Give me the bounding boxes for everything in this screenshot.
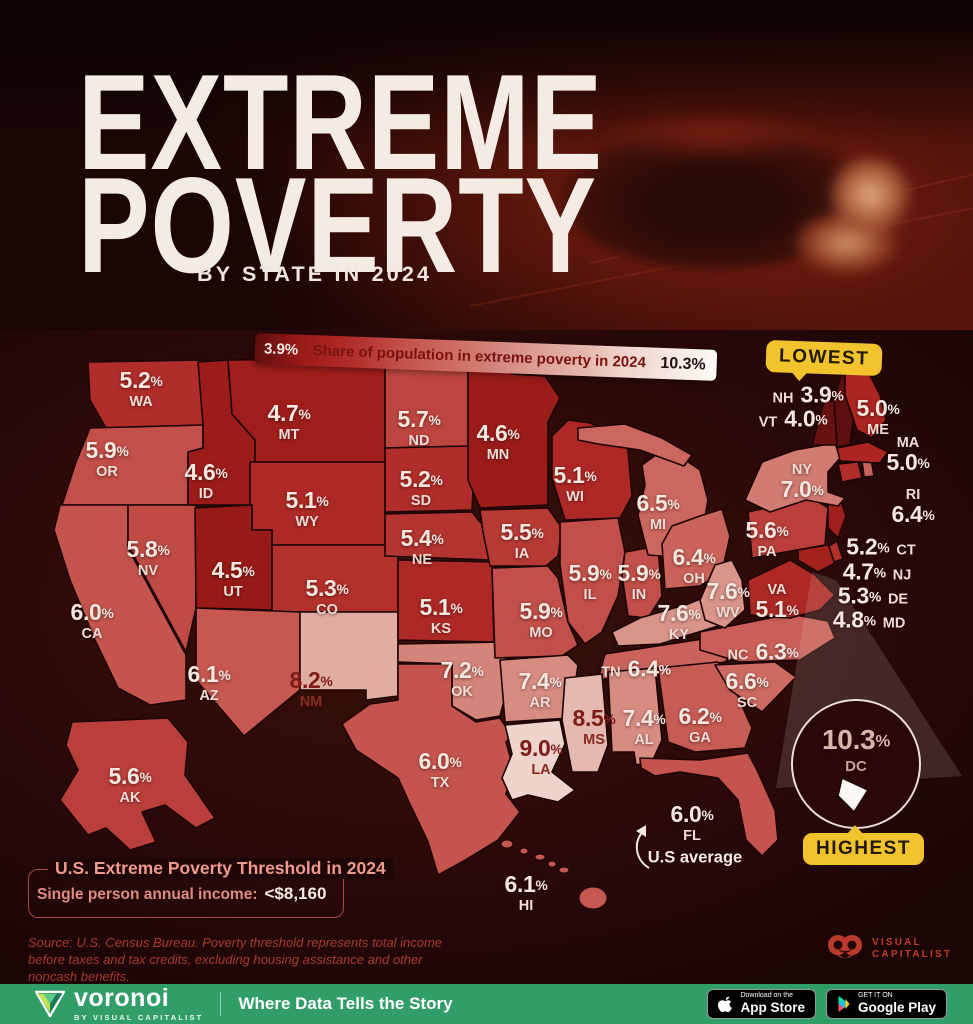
footer-divider — [220, 992, 222, 1016]
voronoi-brand-sub: BY VISUAL CAPITALIST — [74, 1013, 204, 1022]
page-title-line2: POVERTY — [78, 149, 597, 301]
app-store-badge[interactable]: Download on the App Store — [707, 989, 816, 1019]
voronoi-brand: voronoi BY VISUAL CAPITALIST — [74, 984, 204, 1023]
us-average-label: U.S average — [647, 848, 743, 867]
footer-tagline: Where Data Tells the Story — [238, 994, 453, 1013]
lowest-badge: LOWEST — [765, 339, 883, 377]
google-play-badge-bottom: Google Play — [857, 1000, 936, 1016]
vc-logo-line1: VISUAL — [872, 936, 922, 948]
page-title-line1: EXTREME — [78, 46, 603, 198]
legend-max-label: 10.3% — [660, 354, 707, 374]
visual-capitalist-logo: VISUAL CAPITALIST — [826, 933, 952, 965]
page-subtitle: BY STATE IN 2024 — [197, 262, 433, 286]
background-photo — [0, 0, 973, 348]
footer-bar: voronoi BY VISUAL CAPITALIST Where Data … — [0, 984, 973, 1024]
legend-caption: Share of population in extreme poverty i… — [312, 342, 647, 372]
vc-logo-line2: CAPITALIST — [872, 949, 953, 960]
threshold-box-title: U.S. Extreme Poverty Threshold in 2024 — [48, 858, 393, 879]
app-store-badge-top: Download on the — [740, 992, 793, 1000]
threshold-box-row: Single person annual income: <$8,160 — [37, 884, 326, 904]
legend-min-label: 3.9% — [263, 340, 299, 359]
visual-capitalist-icon — [828, 935, 862, 959]
highest-badge: HIGHEST — [803, 825, 924, 865]
google-play-badge[interactable]: GET IT ON Google Play — [825, 989, 947, 1019]
homeless-person-photo — [545, 92, 920, 287]
google-play-icon — [838, 996, 850, 1012]
apple-icon — [718, 996, 733, 1013]
voronoi-brand-name: voronoi — [74, 984, 170, 1012]
source-note: Source: U.S. Census Bureau. Poverty thre… — [28, 935, 443, 985]
app-store-badge-bottom: App Store — [740, 1000, 805, 1016]
threshold-value: <$8,160 — [264, 884, 327, 903]
voronoi-icon — [34, 990, 66, 1018]
threshold-label: Single person annual income: — [37, 886, 258, 903]
google-play-badge-top: GET IT ON — [857, 992, 893, 1000]
